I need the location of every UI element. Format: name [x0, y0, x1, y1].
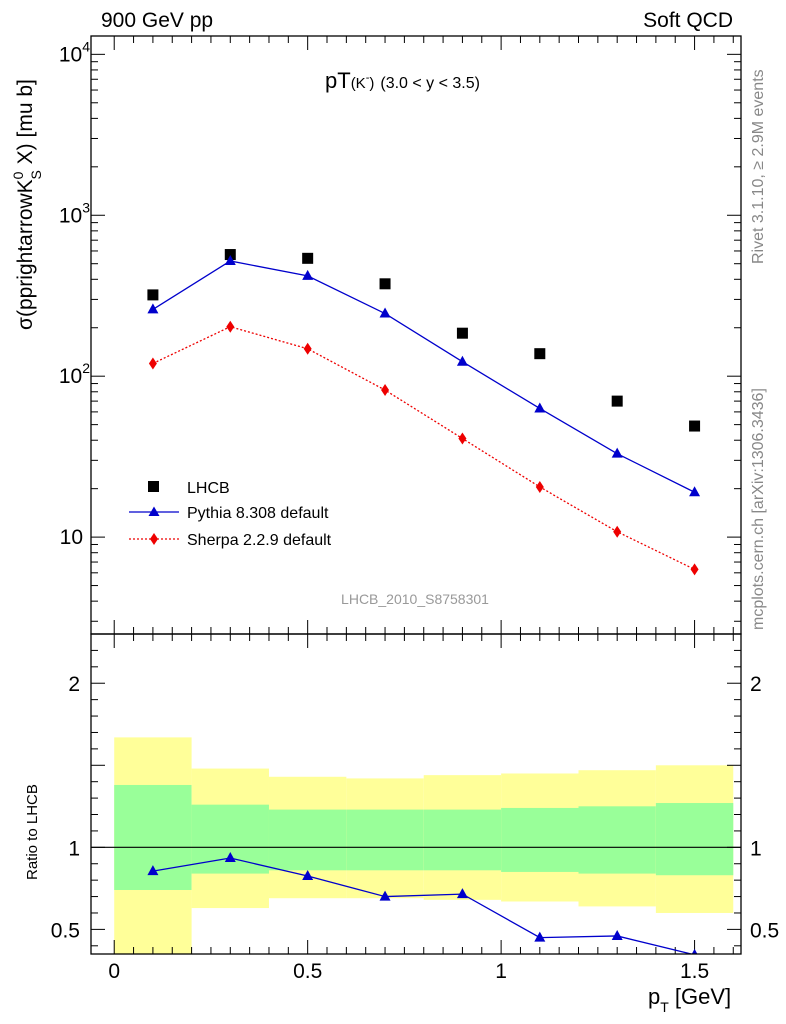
- x-axis-label: pT [GeV]: [648, 984, 731, 1015]
- ratio-uncertainty-bands: [91, 737, 741, 954]
- data-point-pythia: [302, 269, 314, 280]
- data-point-lhcb: [689, 420, 701, 432]
- data-point-lhcb: [147, 289, 159, 301]
- data-point-lhcb: [224, 249, 236, 261]
- main-y-tick-label: 103: [59, 199, 90, 227]
- main-y-tick-label: 10: [60, 526, 83, 549]
- x-tick-label: 1.5: [680, 960, 709, 983]
- header-right: Soft QCD: [643, 9, 733, 32]
- main-y-axis-label: σ(pprightarrowK0 S X) [mu b]: [10, 79, 44, 330]
- main-axis-ticks: 10 102 103 104: [59, 36, 741, 634]
- ratio-inner-band-2: [268, 809, 347, 871]
- ratio-plot-frame: [90, 633, 742, 955]
- data-point-lhcb: [456, 327, 468, 339]
- ratio-inner-band-3: [346, 809, 424, 871]
- series-line-1: [152, 260, 695, 493]
- data-point-pythia: [611, 447, 623, 458]
- data-point-sherpa: [381, 384, 390, 397]
- legend: LHCB Pythia 8.308 default Sherpa 2.2.9 d…: [129, 480, 332, 549]
- x-tick-label: 0: [108, 960, 120, 983]
- ratio-point-pythia: [534, 931, 546, 942]
- ratio-inner-band-6: [578, 806, 656, 874]
- x-tick-label: 0.5: [293, 960, 322, 983]
- legend-marker-lhcb: [148, 481, 159, 492]
- main-y-tick-label: 104: [59, 38, 90, 66]
- data-point-pythia: [534, 402, 546, 413]
- legend-marker-pythia: [148, 506, 160, 516]
- ratio-y-tick-label-right: 1: [750, 837, 762, 860]
- ratio-inner-band-7: [655, 803, 734, 876]
- data-point-pythia: [689, 486, 701, 497]
- data-point-lhcb: [611, 395, 623, 407]
- legend-label-lhcb: LHCB: [187, 480, 230, 497]
- x-tick-label: 1: [495, 960, 507, 983]
- data-point-sherpa: [613, 525, 622, 538]
- data-point-sherpa: [458, 432, 467, 445]
- ratio-y-tick-label: 2: [68, 673, 80, 696]
- rivet-version-label: Rivet 3.1.10, ≥ 2.9M events: [750, 69, 767, 264]
- data-point-pythia: [456, 355, 468, 366]
- data-point-sherpa: [226, 320, 235, 333]
- ratio-point-pythia: [691, 948, 698, 954]
- data-point-lhcb: [302, 252, 314, 264]
- ratio-y-tick-label: 0.5: [51, 919, 80, 942]
- ratio-point-pythia: [224, 852, 236, 862]
- analysis-watermark: LHCB_2010_S8758301: [341, 591, 489, 607]
- ratio-series: [147, 852, 698, 954]
- ratio-y-axis-label: Ratio to LHCB: [24, 784, 41, 880]
- ratio-point-pythia: [302, 870, 314, 881]
- plot-title: pT(K-) (3.0 < y < 3.5): [325, 68, 480, 93]
- legend-label-pythia: Pythia 8.308 default: [187, 505, 329, 522]
- data-point-lhcb: [379, 278, 391, 290]
- data-point-sherpa: [690, 563, 699, 576]
- ratio-y-tick-label-right: 0.5: [750, 919, 779, 942]
- legend-marker-sherpa: [150, 533, 158, 545]
- header-left: 900 GeV pp: [101, 9, 213, 32]
- data-point-sherpa: [148, 357, 157, 370]
- data-point-sherpa: [303, 342, 312, 355]
- ratio-inner-band-5: [501, 807, 579, 872]
- ratio-point-pythia: [611, 929, 623, 940]
- ratio-point-pythia: [379, 890, 391, 901]
- ratio-axis-ticks: 0.5 0.5 1 1 2 2 0 0.5 1 1.5: [51, 633, 779, 983]
- main-data-series: [147, 249, 701, 576]
- ratio-point-pythia: [147, 865, 159, 876]
- ratio-y-tick-label-right: 2: [750, 673, 762, 696]
- ratio-inner-band-4: [423, 809, 502, 871]
- legend-label-sherpa: Sherpa 2.2.9 default: [187, 532, 332, 549]
- main-y-tick-label: 102: [59, 360, 90, 388]
- ratio-line-pythia: [152, 857, 694, 954]
- data-point-pythia: [224, 254, 236, 265]
- ratio-series-clip: [147, 852, 698, 954]
- ratio-y-tick-label: 1: [68, 837, 80, 860]
- mcplots-source-label: mcplots.cern.ch [arXiv:1306.3436]: [750, 388, 767, 630]
- ratio-point-pythia: [456, 888, 468, 899]
- data-point-lhcb: [534, 348, 546, 360]
- data-point-sherpa: [535, 480, 544, 493]
- data-point-pythia: [379, 307, 391, 318]
- data-point-pythia: [147, 303, 159, 314]
